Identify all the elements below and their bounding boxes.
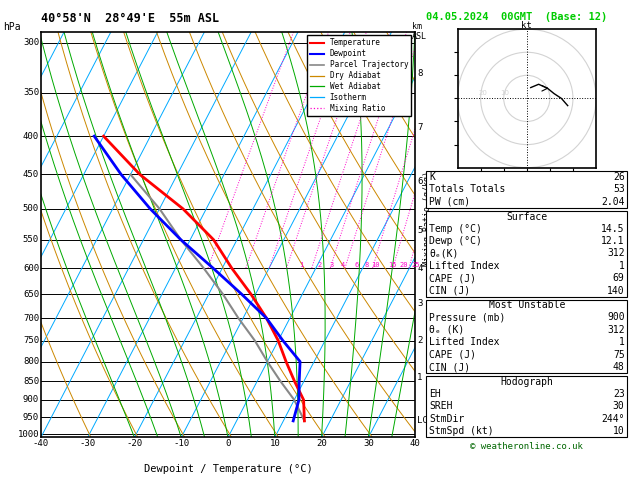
Text: 75: 75 xyxy=(613,349,625,360)
Text: km
ASL: km ASL xyxy=(412,22,427,40)
Text: hPa: hPa xyxy=(3,22,21,32)
Text: 12.1: 12.1 xyxy=(601,236,625,246)
Text: θₑ(K): θₑ(K) xyxy=(429,248,459,259)
Text: 4: 4 xyxy=(417,263,423,273)
Text: 3: 3 xyxy=(329,262,333,268)
Text: -10: -10 xyxy=(173,439,189,449)
Text: 900: 900 xyxy=(607,312,625,323)
Text: 750: 750 xyxy=(23,336,39,345)
Text: 2: 2 xyxy=(318,262,322,268)
Text: Lifted Index: Lifted Index xyxy=(429,337,499,347)
Text: 6: 6 xyxy=(355,262,359,268)
Text: 15: 15 xyxy=(388,262,396,268)
Text: 1000: 1000 xyxy=(18,430,39,439)
Text: 312: 312 xyxy=(607,325,625,335)
Text: 10: 10 xyxy=(500,90,509,96)
Text: SREH: SREH xyxy=(429,401,452,412)
Text: K: K xyxy=(429,172,435,182)
Text: 4: 4 xyxy=(341,262,345,268)
Text: 400: 400 xyxy=(23,132,39,140)
Text: Mixing Ratio (g/kg): Mixing Ratio (g/kg) xyxy=(423,171,431,266)
Text: 550: 550 xyxy=(23,235,39,244)
Text: CIN (J): CIN (J) xyxy=(429,362,470,372)
Text: 1: 1 xyxy=(299,262,303,268)
Text: 04.05.2024  00GMT  (Base: 12): 04.05.2024 00GMT (Base: 12) xyxy=(426,12,608,22)
Text: 69: 69 xyxy=(613,273,625,283)
Text: 0: 0 xyxy=(225,439,231,449)
Text: 25: 25 xyxy=(411,262,420,268)
Text: 10: 10 xyxy=(613,426,625,436)
Text: 1: 1 xyxy=(619,260,625,271)
Text: 8: 8 xyxy=(417,69,423,78)
Text: Hodograph: Hodograph xyxy=(500,377,554,387)
Legend: Temperature, Dewpoint, Parcel Trajectory, Dry Adiabat, Wet Adiabat, Isotherm, Mi: Temperature, Dewpoint, Parcel Trajectory… xyxy=(307,35,411,116)
X-axis label: kt: kt xyxy=(521,21,532,30)
Text: 48: 48 xyxy=(613,362,625,372)
Text: Surface: Surface xyxy=(506,211,547,222)
Text: 2: 2 xyxy=(417,336,423,345)
Text: 2.04: 2.04 xyxy=(601,196,625,207)
Text: 3: 3 xyxy=(417,299,423,309)
Text: 244°: 244° xyxy=(601,414,625,424)
Text: 1: 1 xyxy=(417,373,423,382)
Text: StmSpd (kt): StmSpd (kt) xyxy=(429,426,494,436)
Text: 30: 30 xyxy=(363,439,374,449)
Text: 26: 26 xyxy=(613,172,625,182)
Text: 800: 800 xyxy=(23,357,39,366)
Text: Totals Totals: Totals Totals xyxy=(429,184,505,194)
Text: Dewp (°C): Dewp (°C) xyxy=(429,236,482,246)
Text: 40°58'N  28°49'E  55m ASL: 40°58'N 28°49'E 55m ASL xyxy=(41,12,219,25)
Text: Temp (°C): Temp (°C) xyxy=(429,224,482,234)
Text: 700: 700 xyxy=(23,313,39,323)
Text: CIN (J): CIN (J) xyxy=(429,285,470,295)
Text: StmDir: StmDir xyxy=(429,414,464,424)
Text: 950: 950 xyxy=(23,413,39,422)
Text: Lifted Index: Lifted Index xyxy=(429,260,499,271)
Text: 600: 600 xyxy=(23,263,39,273)
Text: PW (cm): PW (cm) xyxy=(429,196,470,207)
Text: θₑ (K): θₑ (K) xyxy=(429,325,464,335)
Text: EH: EH xyxy=(429,389,441,399)
Text: 40: 40 xyxy=(409,439,421,449)
Text: 10: 10 xyxy=(372,262,380,268)
Text: 650: 650 xyxy=(23,290,39,298)
Text: -30: -30 xyxy=(80,439,96,449)
Text: 850: 850 xyxy=(23,377,39,386)
Text: Dewpoint / Temperature (°C): Dewpoint / Temperature (°C) xyxy=(143,464,313,474)
Text: 20: 20 xyxy=(399,262,408,268)
Text: Most Unstable: Most Unstable xyxy=(489,300,565,311)
Text: 7: 7 xyxy=(417,123,423,133)
Text: 30: 30 xyxy=(613,401,625,412)
Text: LCL: LCL xyxy=(417,417,433,425)
Text: 53: 53 xyxy=(613,184,625,194)
Text: 8: 8 xyxy=(364,262,369,268)
Text: 6: 6 xyxy=(417,177,423,186)
Text: 14.5: 14.5 xyxy=(601,224,625,234)
Text: Pressure (mb): Pressure (mb) xyxy=(429,312,505,323)
Text: 20: 20 xyxy=(316,439,327,449)
Text: CAPE (J): CAPE (J) xyxy=(429,273,476,283)
Text: 23: 23 xyxy=(613,389,625,399)
Text: -40: -40 xyxy=(33,439,49,449)
Text: 10: 10 xyxy=(269,439,280,449)
Text: 5: 5 xyxy=(417,226,423,235)
Text: 450: 450 xyxy=(23,170,39,179)
Text: 1: 1 xyxy=(619,337,625,347)
Text: 312: 312 xyxy=(607,248,625,259)
Text: 900: 900 xyxy=(23,396,39,404)
Text: 20: 20 xyxy=(479,90,487,96)
Text: 500: 500 xyxy=(23,204,39,213)
Text: 350: 350 xyxy=(23,88,39,97)
Text: -20: -20 xyxy=(126,439,143,449)
Text: CAPE (J): CAPE (J) xyxy=(429,349,476,360)
Text: 140: 140 xyxy=(607,285,625,295)
Text: © weatheronline.co.uk: © weatheronline.co.uk xyxy=(470,442,583,451)
Text: 300: 300 xyxy=(23,38,39,47)
